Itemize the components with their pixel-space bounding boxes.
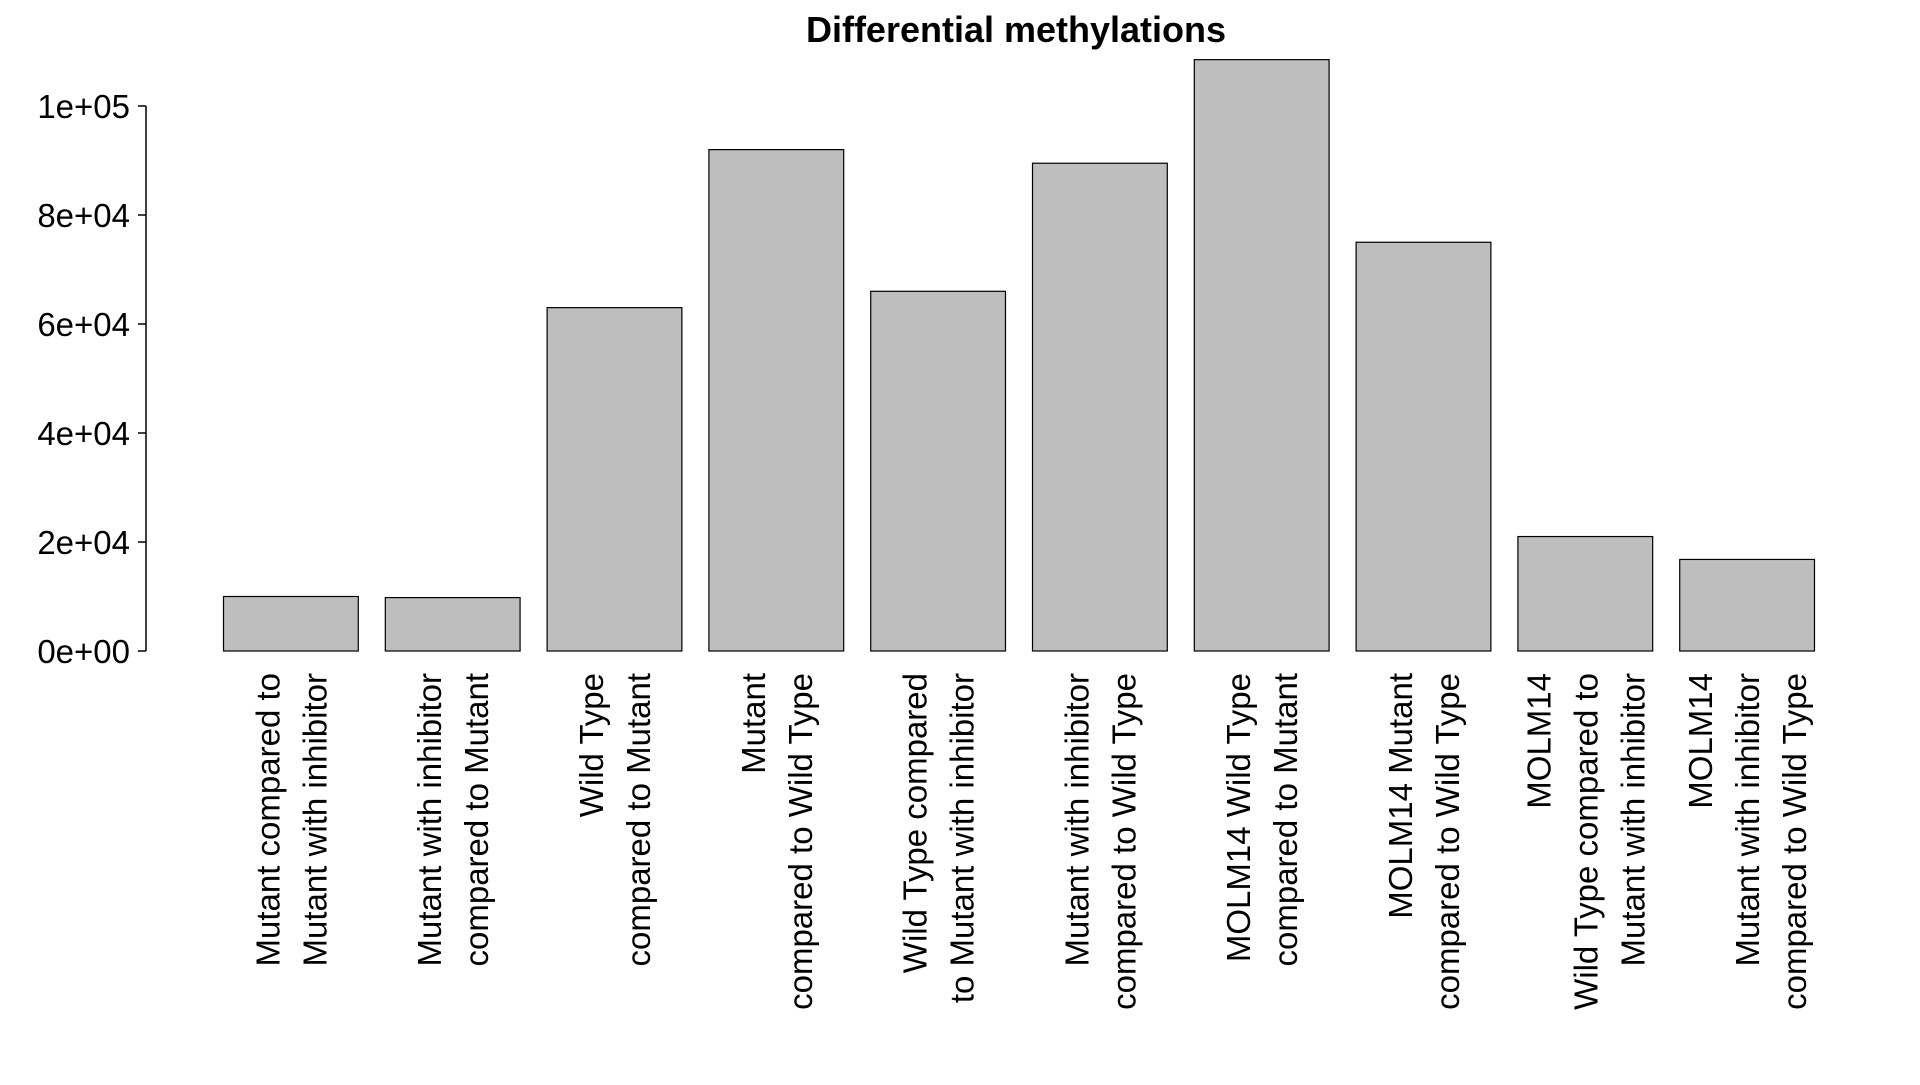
bar [546,307,683,652]
x-category-label: MOLM14 Mutant compared to Wild Type [1382,673,1466,1010]
x-category-label: Mutant with inhibitor compared to Wild Ty… [1058,673,1142,1010]
y-tick-label: 1e+05 [37,88,130,125]
y-axis: 0e+00 2e+04 4e+04 6e+04 8e+04 1e+05 [37,88,147,670]
bar [1679,558,1816,652]
x-category-label: MOLM14 Wild Type compared to Mutant [1220,673,1304,967]
x-category-label: Mutant with inhibitor compared to Mutant [411,673,495,967]
bars-group [222,59,1816,652]
y-tick-label: 4e+04 [37,415,130,452]
x-category-label: MOLM14 Mutant with inhibitor compared to W… [1682,673,1813,1010]
bar [384,596,521,652]
x-category-label: Mutant compared to Wild Type [735,673,819,1010]
y-tick-label: 0e+00 [37,633,130,670]
bar [1031,162,1168,652]
x-category-label: MOLM14 Wild Type compared to Mutant with i… [1520,673,1651,1010]
bar [1517,535,1654,652]
bar [870,290,1007,652]
bar [222,595,359,652]
bar [708,149,845,652]
y-tick-label: 8e+04 [37,197,130,234]
y-tick-label: 6e+04 [37,306,130,343]
x-axis-labels: Mutant compared to Mutant with inhibitor M… [249,673,1813,1010]
x-category-label: Mutant compared to Mutant with inhibitor [249,673,333,967]
x-category-label: Wild Type compared to Mutant with inhibit… [897,673,981,1003]
y-tick-label: 2e+04 [37,524,130,561]
x-category-label: Wild Type compared to Mutant [573,673,657,967]
bar [1193,59,1330,652]
chart-title: Differential methylations [806,9,1226,50]
bar [1355,241,1492,652]
